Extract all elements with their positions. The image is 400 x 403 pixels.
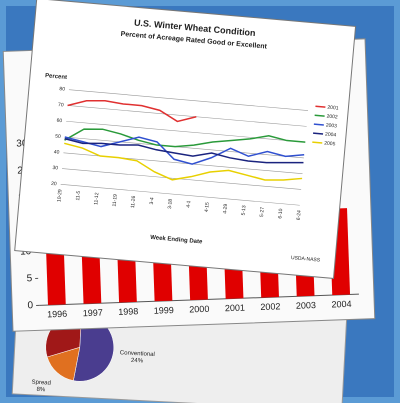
x-tick-label: 1996: [47, 309, 67, 320]
x-tick-label: 2003: [296, 300, 316, 311]
x-tick-label: 5-13: [241, 205, 248, 216]
grid-line: [66, 120, 306, 143]
legend-swatch: [313, 123, 324, 126]
paper: [14, 0, 357, 280]
legend-label: 2003: [326, 123, 338, 130]
legend-swatch: [315, 105, 326, 108]
legend-swatch: [312, 141, 323, 144]
legend-label: 2001: [327, 105, 339, 112]
x-tick-label: 3-4: [149, 197, 156, 205]
x-tick-label: 11-12: [93, 192, 100, 205]
slice-label: Conventional: [120, 350, 155, 358]
x-tick-label: 4-1: [186, 200, 193, 208]
legend-label: 2002: [326, 114, 338, 121]
legend-label: 2004: [325, 132, 337, 139]
x-tick-label: 1998: [118, 306, 138, 317]
x-tick-label: 11-19: [112, 194, 119, 207]
y-tick-label: 20: [51, 181, 57, 187]
grid-line: [68, 89, 309, 111]
x-tick-label: 11-26: [130, 195, 137, 208]
series-line: [64, 128, 306, 148]
series-line: [67, 100, 197, 123]
grid-line: [67, 105, 307, 127]
x-tick-label: 1999: [154, 305, 174, 316]
x-tick-label: 4-15: [204, 202, 211, 213]
x-tick-label: 11-5: [75, 190, 82, 200]
x-tick-label: 10-29: [56, 189, 63, 202]
series-line: [64, 136, 305, 165]
x-label: Week Ending Date: [150, 235, 203, 246]
y-tick-label: 60: [56, 118, 62, 124]
grid-line: [60, 184, 300, 206]
note: USDA-NASS: [291, 255, 321, 264]
legend-swatch: [314, 114, 325, 117]
grid-line: [62, 168, 302, 190]
x-tick-label: 2002: [260, 301, 280, 312]
x-tick-label: 4-29: [222, 203, 229, 214]
y-tick-label: 5: [26, 273, 32, 284]
y-tick-label: 40: [54, 149, 60, 155]
series-line: [64, 137, 304, 164]
grid-line: [64, 136, 304, 159]
y-label: Percent: [45, 73, 67, 81]
series-line: [64, 142, 303, 181]
y-tick-label: 80: [59, 86, 65, 92]
x-tick-label: 2004: [331, 299, 351, 310]
x-tick-label: 6-10: [277, 208, 284, 219]
legend-swatch: [313, 132, 324, 135]
y-tick-label: 30: [16, 138, 28, 149]
x-tick-label: 3-18: [167, 199, 174, 210]
legend-label: 2005: [324, 140, 336, 147]
slice-value: 8%: [36, 387, 46, 393]
y-tick-label: 50: [55, 134, 61, 140]
x-tick-label: 2000: [189, 304, 209, 315]
y-tick-label: 70: [58, 102, 64, 108]
slice-value: 24%: [131, 358, 144, 365]
slice-label: Spread: [31, 380, 51, 387]
x-tick-label: 1997: [83, 308, 103, 319]
x-tick-label: 6-24: [296, 210, 303, 221]
x-tick-label: 2001: [225, 303, 245, 314]
x-tick-label: 5-27: [259, 207, 266, 218]
y-tick-label: 30: [52, 165, 58, 171]
y-tick-label: 0: [27, 300, 33, 311]
